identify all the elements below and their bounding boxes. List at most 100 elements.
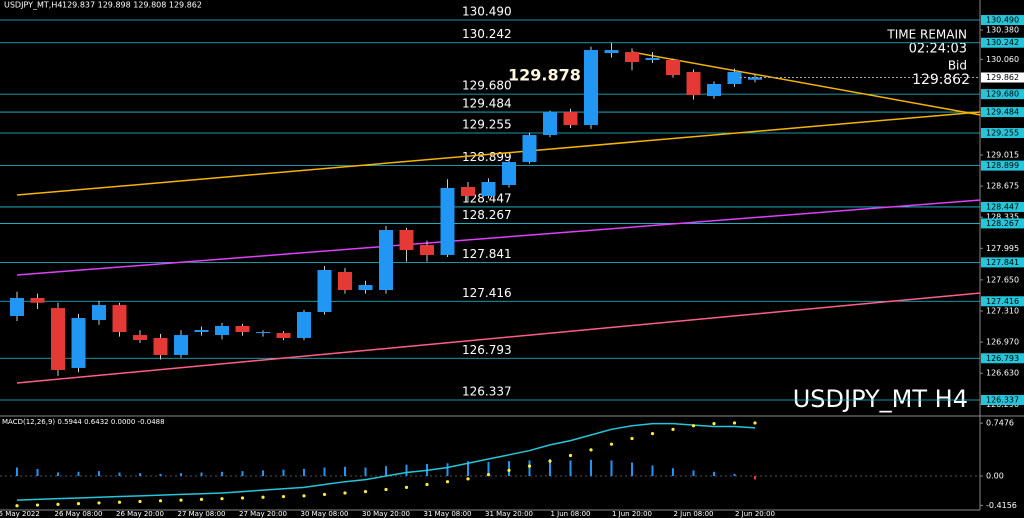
macd-signal-dot [753,421,757,425]
macd-signal-dot [548,459,552,463]
level-box [981,296,1024,307]
level-label: 130.242 [462,27,512,41]
level-axis-label: 126.337 [986,395,1019,404]
macd-signal-dot [384,487,388,492]
macd-signal-dot [671,427,675,431]
level-axis-label: 128.267 [986,219,1019,228]
chart-title: USDJPY_MT,H4 [4,1,62,10]
y-tick-label: 130.060 [986,55,1019,64]
level-axis-label: 130.242 [986,38,1019,47]
macd-signal-dot [35,503,40,507]
y-tick-label: 128.675 [986,182,1019,191]
candle-body [112,305,127,333]
candle-body [174,335,188,355]
level-label: 130.490 [462,5,512,19]
level-axis-label: 128.447 [986,202,1019,211]
x-tick-label: 25 May 2022 [0,510,40,518]
level-label: 129.680 [462,79,512,93]
candle-body [584,50,598,126]
macd-signal-dot [650,431,655,436]
macd-signal-dot [240,496,245,500]
candle-body [645,58,660,61]
macd-signal-dot [138,499,142,504]
x-tick-label: 26 May 20:00 [116,510,164,518]
level-label: 128.267 [462,208,512,222]
x-tick-label: 31 May 20:00 [485,510,533,518]
macd-signal-dot [589,448,593,452]
macd-signal-dot [630,436,634,441]
candle-body [256,332,270,334]
candle-body [133,335,147,340]
macd-signal-dot [302,494,306,498]
candle-body [276,333,291,338]
time-remain: 02:24:03 [909,42,967,57]
macd-signal-dot [199,497,204,501]
macd-signal-dot [712,422,716,426]
macd-y-tick-label: 0.7476 [986,419,1014,428]
macd-signal-dot [179,498,183,502]
time-remain-label: TIME REMAIN [886,28,967,42]
macd-signal-dot [445,480,450,484]
level-axis-label: 127.416 [986,297,1019,306]
macd-signal-dot [425,482,429,487]
level-label: 126.793 [462,343,512,357]
trendline [16,292,981,384]
macd-signal-dot [56,502,60,506]
level-box [981,15,1024,26]
level-box [981,160,1024,171]
candle-body [358,284,373,291]
candle-body [379,230,393,291]
candle-body [748,77,762,80]
macd-signal-dot [363,490,368,494]
candle-body [194,330,209,333]
level-box [981,201,1024,212]
candle-body [235,325,250,333]
candle-body [563,111,578,126]
candle-body [481,181,496,196]
y-tick-label: 127.650 [986,275,1019,284]
candle-body [625,52,639,63]
quote: 129.837 129.898 129.808 129.862 [62,1,202,10]
trendline [16,111,981,196]
candle-body [30,297,45,303]
level-box [981,37,1024,48]
bid-box [981,72,1024,83]
x-tick-label: 27 May 08:00 [177,510,225,518]
macd-y-tick-label: 0.00 [986,472,1004,481]
level-label: 127.841 [462,247,512,261]
candle-body [686,72,701,96]
level-label: 129.255 [462,118,512,132]
candle-body [317,269,332,312]
candle-body [51,308,65,370]
macd-signal-dot [691,424,696,428]
x-tick-label: 2 Jun 08:00 [673,510,713,518]
level-box [981,128,1024,139]
level-axis-label: 129.255 [986,129,1019,138]
macd-signal-dot [97,501,101,505]
y-tick-label: 127.995 [986,244,1019,253]
level-box [981,353,1024,364]
candle-body [92,305,106,321]
candle-body [297,311,311,338]
bid-axis-label: 129.862 [986,73,1019,82]
level-axis-label: 128.899 [986,161,1019,170]
y-tick-label: 129.015 [986,150,1019,159]
watermark: USDJPY_MT H4 [793,385,968,413]
candle-body [399,230,414,251]
macd-title: MACD(12,26,9) 0.5944 0.6432 0.0000 -0.04… [2,418,165,426]
macd-signal-dot [15,504,19,508]
macd-signal-dot [568,453,573,458]
x-tick-label: 1 Jun 08:00 [550,510,590,518]
candle-body [707,83,721,97]
macd-signal-dot [158,499,163,503]
trendline [16,199,981,276]
level-axis-label: 127.841 [986,258,1019,267]
candle-body [440,188,455,255]
x-tick-label: 30 May 20:00 [362,510,410,518]
macd-signal-dot [609,442,614,446]
macd-y-tick-label: -0.4156 [986,501,1017,510]
candle-body [666,60,680,76]
level-label: 127.416 [462,286,512,300]
macd-signal-dot [220,497,224,501]
